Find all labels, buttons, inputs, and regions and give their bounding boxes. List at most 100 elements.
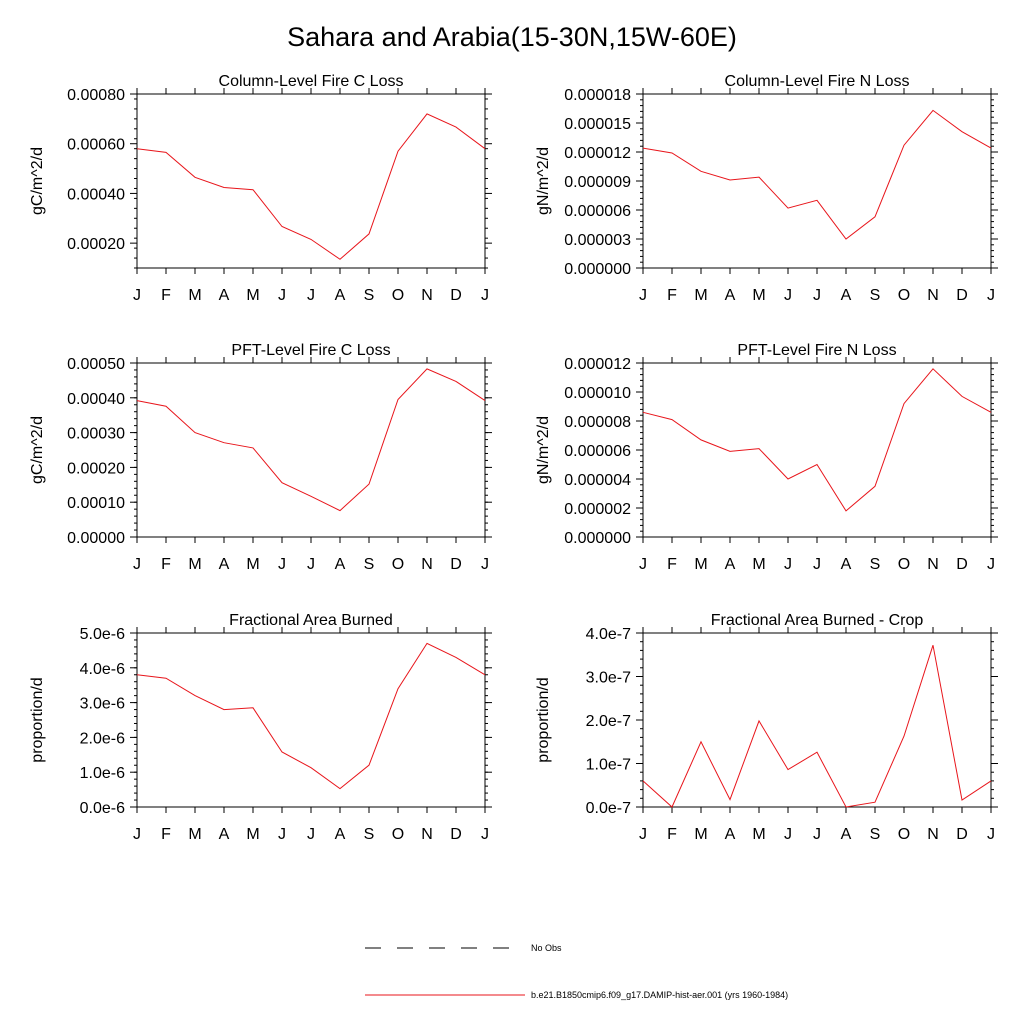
x-tick-label: A [841,556,852,573]
x-tick-label: N [421,287,433,304]
x-tick-label: F [667,287,677,304]
x-tick-label: N [927,556,939,573]
x-tick-label: O [392,826,404,843]
y-tick-label: 0.000000 [564,530,631,547]
x-tick-label: J [813,826,821,843]
y-tick-label: 0.000000 [564,261,631,278]
y-tick-label: 0.000006 [564,203,631,220]
x-tick-label: A [335,287,346,304]
y-axis-label: gC/m^2/d [29,147,46,215]
y-tick-label: 0.0e-6 [80,800,125,817]
y-tick-label: 0.000002 [564,501,631,518]
y-tick-label: 0.0e-7 [586,800,631,817]
x-tick-label: F [161,556,171,573]
x-tick-label: M [694,826,707,843]
y-tick-label: 0.000003 [564,232,631,249]
x-tick-label: A [725,287,736,304]
x-tick-label: M [694,556,707,573]
x-tick-label: J [813,287,821,304]
y-tick-label: 2.0e-6 [80,730,125,747]
x-tick-label: A [219,556,230,573]
series-line [642,645,992,808]
series-line [136,642,486,790]
x-tick-label: J [784,287,792,304]
x-tick-label: J [307,556,315,573]
x-tick-label: O [898,287,910,304]
x-tick-label: S [870,287,881,304]
x-tick-label: M [188,287,201,304]
y-tick-label: 0.000010 [564,385,631,402]
x-tick-label: J [133,556,141,573]
y-axis-label: gN/m^2/d [535,416,552,484]
x-tick-label: F [667,826,677,843]
y-tick-label: 0.000012 [564,145,631,162]
x-tick-label: M [752,826,765,843]
x-tick-label: J [481,287,489,304]
chart-panel-6: Fractional Area Burned - Crop proportion/… [535,612,998,843]
y-tick-label: 1.0e-6 [80,765,125,782]
y-tick-label: 0.000015 [564,116,631,133]
y-tick-label: 0.00080 [67,87,125,104]
y-tick-label: 0.000006 [564,443,631,460]
y-tick-label: 1.0e-7 [586,757,631,774]
chart-title: Column-Level Fire N Loss [725,73,910,90]
x-tick-label: D [450,826,462,843]
x-tick-label: J [813,556,821,573]
x-tick-label: M [246,556,259,573]
x-tick-label: A [335,826,346,843]
y-axis-label: gC/m^2/d [29,416,46,484]
y-tick-label: 0.00050 [67,356,125,373]
x-tick-label: A [335,556,346,573]
y-tick-label: 0.000009 [564,174,631,191]
x-tick-label: J [278,826,286,843]
x-tick-label: N [927,287,939,304]
x-tick-label: D [450,556,462,573]
y-axis-label: gN/m^2/d [535,147,552,215]
x-tick-label: A [219,826,230,843]
x-tick-label: M [752,287,765,304]
x-tick-label: M [246,826,259,843]
x-tick-label: J [987,826,995,843]
x-tick-label: J [784,826,792,843]
x-tick-label: J [481,826,489,843]
x-tick-label: D [956,826,968,843]
y-tick-label: 0.00010 [67,495,125,512]
x-tick-label: N [421,556,433,573]
chart-title: Column-Level Fire C Loss [219,73,404,90]
y-tick-label: 0.00040 [67,186,125,203]
y-tick-label: 0.00000 [67,530,125,547]
series-line [642,368,992,512]
x-tick-label: M [752,556,765,573]
y-tick-label: 0.00030 [67,426,125,443]
x-tick-label: M [246,287,259,304]
x-tick-label: J [639,826,647,843]
x-tick-label: J [481,556,489,573]
x-tick-label: O [898,826,910,843]
series-line [136,368,486,512]
x-tick-label: M [188,556,201,573]
x-tick-label: J [278,556,286,573]
y-tick-label: 4.0e-7 [586,626,631,643]
x-tick-label: J [307,826,315,843]
x-tick-label: S [870,826,881,843]
y-tick-label: 0.000004 [564,472,631,489]
x-tick-label: S [364,287,375,304]
x-tick-label: O [898,556,910,573]
x-tick-label: M [694,287,707,304]
x-tick-label: A [219,287,230,304]
x-tick-label: A [841,287,852,304]
page-title: Sahara and Arabia(15-30N,15W-60E) [287,22,737,52]
y-tick-label: 0.00060 [67,137,125,154]
y-tick-label: 0.00020 [67,460,125,477]
x-tick-label: F [161,826,171,843]
y-tick-label: 3.0e-6 [80,696,125,713]
x-tick-label: O [392,287,404,304]
x-tick-label: J [987,556,995,573]
